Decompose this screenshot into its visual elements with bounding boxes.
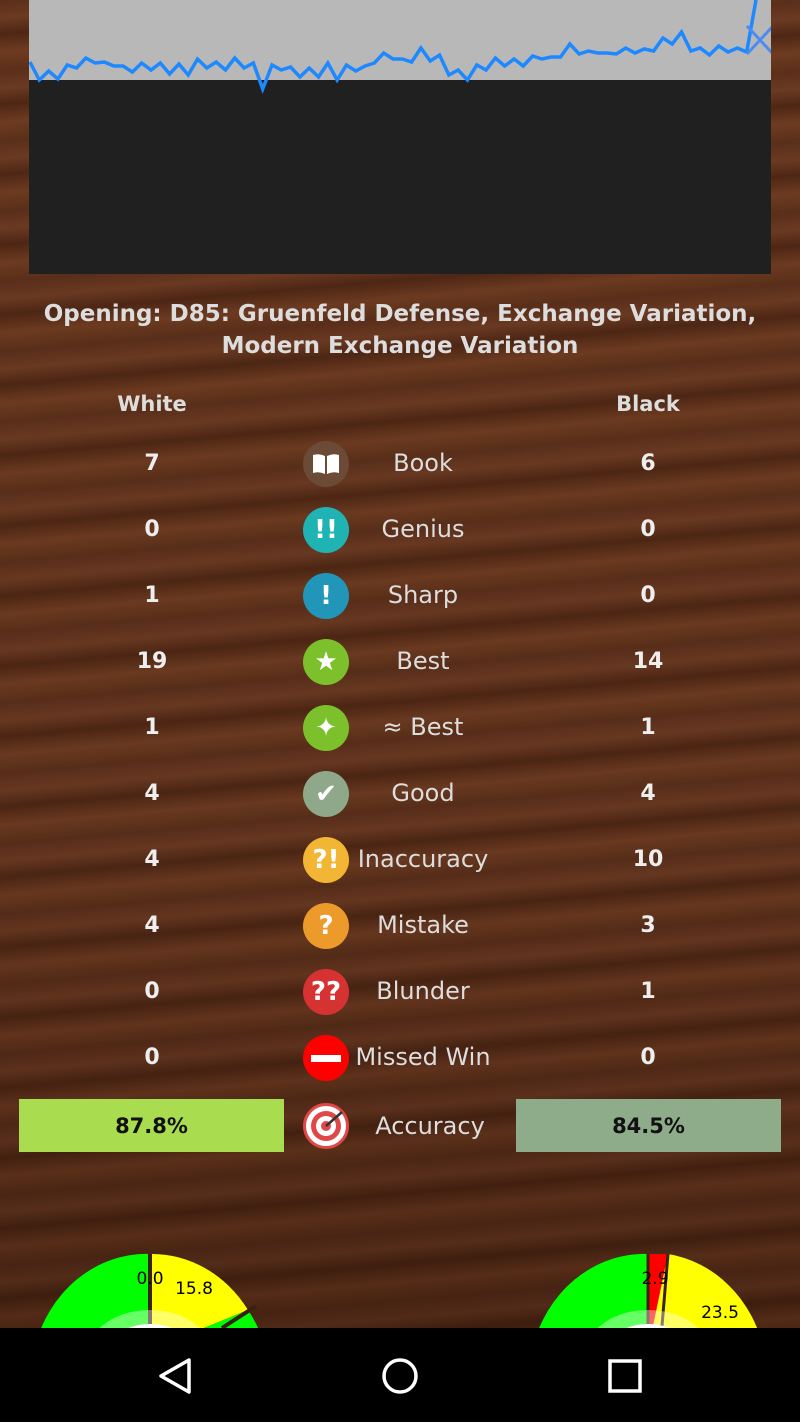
white-count: 4 xyxy=(144,781,160,806)
black-gauge-label: 23.5 xyxy=(701,1303,739,1323)
black-count: 10 xyxy=(632,847,664,872)
classification-label: Sharp xyxy=(387,581,459,609)
classification-label: Inaccuracy xyxy=(357,845,489,873)
classification-label: Mistake xyxy=(377,911,469,939)
accuracy-label: Accuracy xyxy=(375,1112,485,1140)
question-icon: ? xyxy=(303,903,349,949)
sparkle-icon: ✦ xyxy=(303,705,349,751)
evaluation-chart xyxy=(29,0,771,274)
white-count: 1 xyxy=(144,583,160,608)
recents-button[interactable] xyxy=(605,1356,645,1396)
opening-name: Opening: D85: Gruenfeld Defense, Exchang… xyxy=(43,301,757,359)
black-count: 1 xyxy=(640,979,656,1004)
book-icon xyxy=(303,441,349,487)
navigation-bar xyxy=(0,1328,800,1422)
home-button[interactable] xyxy=(380,1356,420,1396)
black-count: 0 xyxy=(640,583,656,608)
stat-row-book: 7 Book 6 xyxy=(0,439,800,489)
white-gauge-label: 15.8 xyxy=(175,1279,213,1299)
stat-row-blunder: 0 ?? Blunder 1 xyxy=(0,967,800,1017)
stat-row-best: 19 ★ Best 14 xyxy=(0,637,800,687)
white-accuracy: 87.8% xyxy=(19,1099,284,1152)
end-marker xyxy=(745,24,771,56)
stat-row-best: 1 ✦ ≈ Best 1 xyxy=(0,703,800,753)
evaluation-line xyxy=(29,0,758,95)
white-count: 4 xyxy=(144,913,160,938)
black-count: 0 xyxy=(640,1045,656,1070)
black-count: 4 xyxy=(640,781,656,806)
white-gauge: 0.0 15.8 xyxy=(41,1253,259,1328)
classification-label: Missed Win xyxy=(355,1043,491,1071)
classification-label: Good xyxy=(391,779,455,807)
stat-row-genius: 0 !! Genius 0 xyxy=(0,505,800,555)
white-count: 0 xyxy=(144,517,160,542)
stat-row-good: 4 ✔ Good 4 xyxy=(0,769,800,819)
white-header: White xyxy=(117,392,187,416)
double-exclamation-icon: !! xyxy=(303,507,349,553)
gauges: 0.0 15.8 2.9 23.5 xyxy=(41,1253,758,1328)
classification-label: ≈ Best xyxy=(382,713,464,741)
white-count: 4 xyxy=(144,847,160,872)
classification-label: Best xyxy=(396,647,450,675)
check-icon: ✔ xyxy=(303,771,349,817)
classification-label: Genius xyxy=(381,515,465,543)
stat-row-sharp: 1 ! Sharp 0 xyxy=(0,571,800,621)
interrobang-icon: ?! xyxy=(303,837,349,883)
evaluation-chart-svg xyxy=(29,0,771,95)
back-button[interactable] xyxy=(155,1356,195,1396)
white-count: 7 xyxy=(144,451,160,476)
black-count: 3 xyxy=(640,913,656,938)
stat-row-mistake: 4 ? Mistake 3 xyxy=(0,901,800,951)
black-accuracy: 84.5% xyxy=(516,1099,781,1152)
white-count: 0 xyxy=(144,1045,160,1070)
white-count: 0 xyxy=(144,979,160,1004)
double-question-icon: ?? xyxy=(303,969,349,1015)
white-count: 19 xyxy=(136,649,168,674)
black-count: 0 xyxy=(640,517,656,542)
exclamation-icon: ! xyxy=(303,573,349,619)
black-gauge-label: 2.9 xyxy=(641,1269,668,1289)
classification-label: Book xyxy=(393,449,453,477)
black-header: Black xyxy=(616,392,680,416)
star-icon: ★ xyxy=(303,639,349,685)
minus-icon xyxy=(303,1035,349,1081)
target-icon xyxy=(303,1103,349,1149)
black-count: 6 xyxy=(640,451,656,476)
black-count: 1 xyxy=(640,715,656,740)
white-count: 1 xyxy=(144,715,160,740)
white-gauge-label: 0.0 xyxy=(136,1269,163,1289)
black-count: 14 xyxy=(632,649,664,674)
stat-row-inaccuracy: 4 ?! Inaccuracy 10 xyxy=(0,835,800,885)
black-gauge: 2.9 23.5 xyxy=(539,1253,758,1328)
stat-row-missedwin: 0 Missed Win 0 xyxy=(0,1033,800,1083)
classification-label: Blunder xyxy=(376,977,470,1005)
